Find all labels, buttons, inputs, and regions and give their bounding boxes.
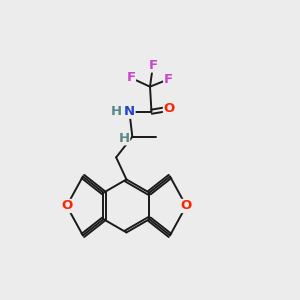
Text: H: H: [118, 132, 130, 145]
Text: N: N: [124, 105, 135, 118]
Text: F: F: [148, 59, 158, 72]
Text: F: F: [164, 73, 173, 86]
Text: H: H: [111, 105, 122, 118]
Text: O: O: [61, 200, 72, 212]
Text: O: O: [164, 102, 175, 115]
Text: O: O: [181, 200, 192, 212]
Text: F: F: [126, 71, 135, 84]
